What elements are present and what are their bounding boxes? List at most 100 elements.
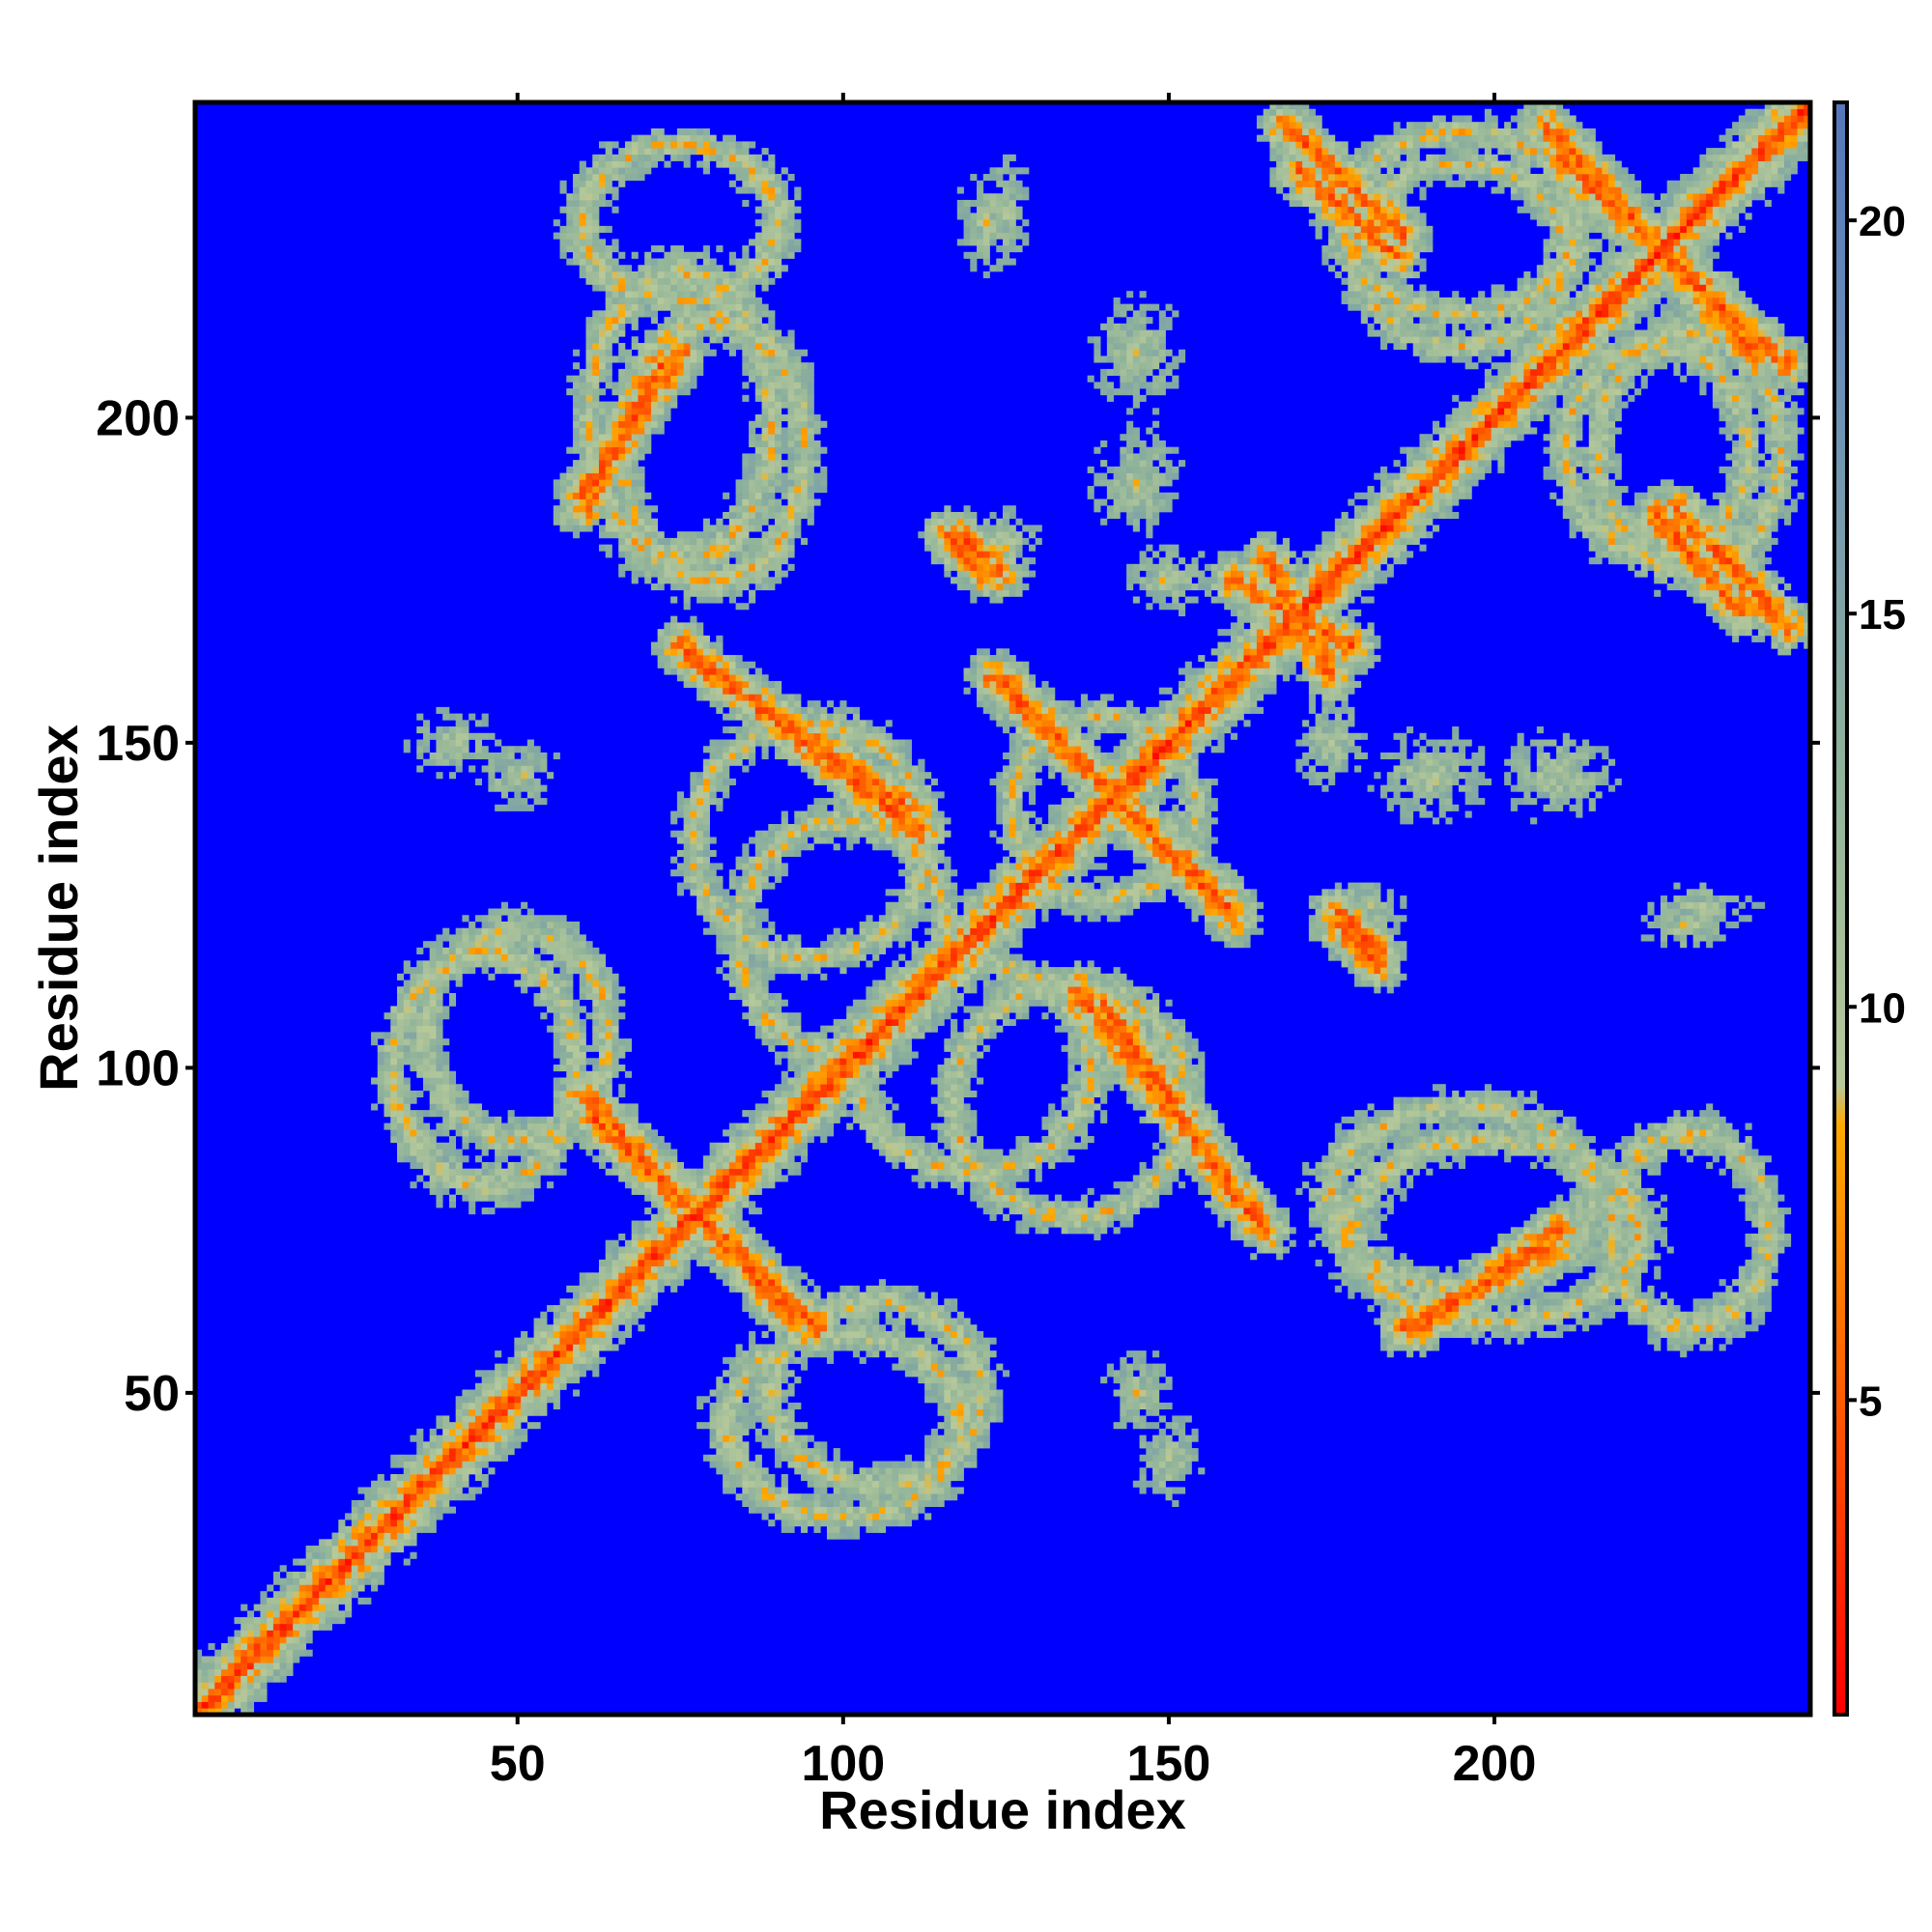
heatmap-cell xyxy=(709,148,717,156)
heatmap-cell xyxy=(716,1402,724,1410)
heatmap-cell xyxy=(754,1187,762,1195)
heatmap-cell xyxy=(566,1305,574,1313)
heatmap-cell xyxy=(579,270,586,279)
heatmap-cell xyxy=(670,570,678,578)
heatmap-cell xyxy=(775,1149,782,1156)
heatmap-cell xyxy=(618,1051,626,1059)
heatmap-cell xyxy=(735,1136,743,1144)
heatmap-cell xyxy=(761,1116,769,1123)
heatmap-cell xyxy=(410,1006,417,1013)
heatmap-cell xyxy=(728,668,736,675)
heatmap-cell xyxy=(579,1142,586,1150)
heatmap-cell xyxy=(481,1389,489,1397)
heatmap-cell xyxy=(436,986,443,994)
heatmap-cell xyxy=(644,420,652,428)
heatmap-cell xyxy=(716,758,724,766)
heatmap-cell xyxy=(592,511,600,520)
heatmap-cell xyxy=(775,694,782,701)
heatmap-cell xyxy=(384,1558,391,1566)
heatmap-cell xyxy=(410,1467,417,1475)
heatmap-cell xyxy=(585,199,593,208)
heatmap-cell xyxy=(683,603,691,611)
heatmap-cell xyxy=(429,1175,437,1182)
heatmap-cell xyxy=(754,388,762,396)
heatmap-cell xyxy=(716,1239,724,1247)
heatmap-cell xyxy=(768,1272,776,1280)
heatmap-cell xyxy=(436,1018,443,1026)
heatmap-cell xyxy=(638,544,645,552)
heatmap-cell xyxy=(455,758,463,766)
heatmap-cell xyxy=(436,1181,443,1189)
heatmap-cell xyxy=(599,1077,607,1085)
heatmap-cell xyxy=(723,291,730,298)
heatmap-cell xyxy=(723,947,730,954)
heatmap-cell xyxy=(690,583,697,591)
heatmap-cell xyxy=(670,154,678,161)
heatmap-cell xyxy=(227,1636,235,1644)
heatmap-cell xyxy=(709,869,717,877)
heatmap-cell xyxy=(448,1110,457,1118)
heatmap-cell xyxy=(709,1168,717,1176)
heatmap-cell xyxy=(768,921,776,929)
heatmap-cell xyxy=(742,544,750,552)
heatmap-cell xyxy=(735,1382,743,1390)
heatmap-cell xyxy=(403,999,411,1007)
heatmap-cell xyxy=(573,193,581,201)
heatmap-cell xyxy=(611,999,619,1007)
heatmap-cell xyxy=(638,1161,645,1170)
heatmap-cell xyxy=(455,1487,463,1494)
heatmap-cell xyxy=(742,466,750,473)
heatmap-cell xyxy=(429,1520,437,1527)
heatmap-cell xyxy=(676,648,684,656)
heatmap-cell xyxy=(448,1493,457,1501)
heatmap-cell xyxy=(761,368,769,376)
heatmap-cell xyxy=(638,1136,645,1144)
heatmap-cell xyxy=(422,1122,431,1130)
heatmap-cell xyxy=(521,804,528,811)
heatmap-cell xyxy=(775,1499,782,1507)
heatmap-cell xyxy=(749,732,756,740)
heatmap-cell xyxy=(735,1265,743,1273)
heatmap-cell xyxy=(579,1051,586,1059)
heatmap-cell xyxy=(754,232,762,240)
heatmap-cell xyxy=(754,830,762,838)
heatmap-cell xyxy=(728,953,736,961)
heatmap-cell xyxy=(624,1149,633,1156)
heatmap-cell xyxy=(481,1136,489,1144)
heatmap-cell xyxy=(657,414,665,422)
heatmap-cell xyxy=(650,537,659,545)
heatmap-cell xyxy=(702,875,710,883)
heatmap-cell xyxy=(664,1155,671,1163)
heatmap-cell xyxy=(768,551,776,558)
heatmap-cell xyxy=(298,1604,306,1611)
heatmap-cell xyxy=(735,154,743,161)
heatmap-cell xyxy=(696,674,704,682)
heatmap-cell xyxy=(742,915,750,923)
heatmap-cell xyxy=(573,362,581,370)
heatmap-cell xyxy=(768,1506,776,1514)
heatmap-cell xyxy=(384,1103,391,1111)
heatmap-cell xyxy=(547,1142,554,1150)
heatmap-cell xyxy=(735,1253,743,1261)
heatmap-cell xyxy=(410,967,417,975)
heatmap-cell xyxy=(657,1155,665,1163)
heatmap-cell xyxy=(768,1025,776,1033)
heatmap-cell xyxy=(410,1181,417,1189)
heatmap-cell xyxy=(638,1285,645,1293)
heatmap-cell xyxy=(657,141,665,149)
heatmap-cell xyxy=(579,206,586,213)
heatmap-cell xyxy=(742,1467,750,1475)
heatmap-cell xyxy=(241,1656,248,1663)
heatmap-cell xyxy=(448,1175,457,1182)
heatmap-cell xyxy=(605,336,612,344)
heatmap-cell xyxy=(768,1116,776,1123)
heatmap-cell xyxy=(377,1539,384,1547)
heatmap-cell xyxy=(338,1532,346,1540)
heatmap-cell xyxy=(650,297,659,304)
heatmap-cell xyxy=(605,1259,612,1266)
heatmap-cell xyxy=(664,544,671,552)
heatmap-cell xyxy=(553,1142,560,1150)
heatmap-cell xyxy=(775,544,782,552)
heatmap-cell xyxy=(267,1630,274,1637)
heatmap-cell xyxy=(728,1149,736,1156)
